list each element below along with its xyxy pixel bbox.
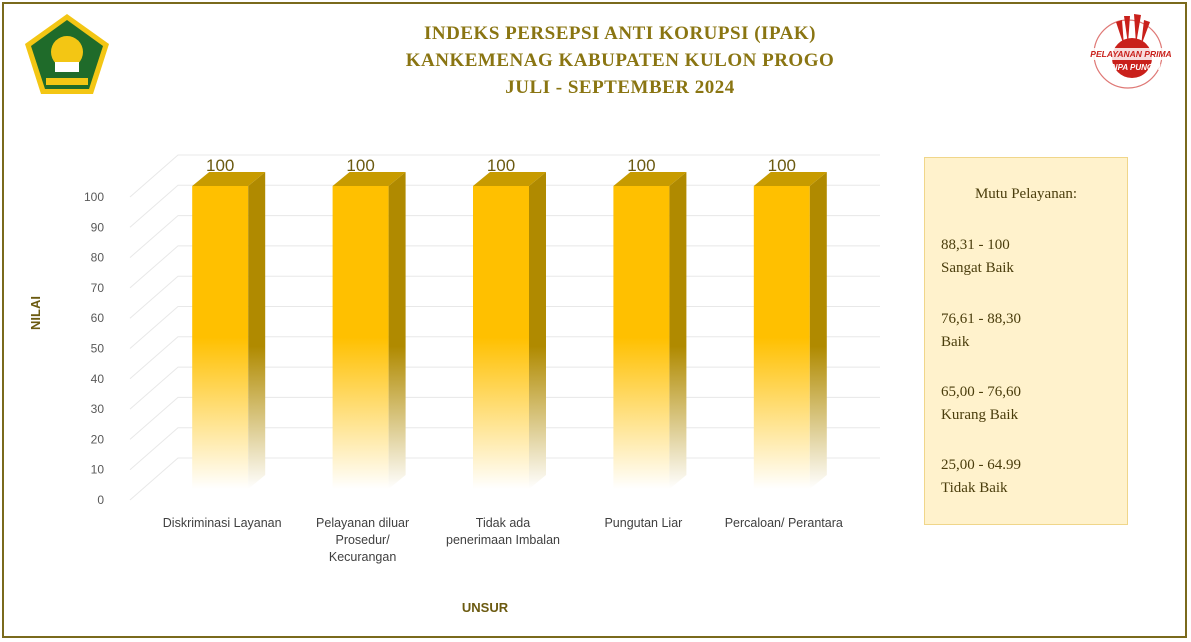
data-label: 100 bbox=[206, 156, 234, 175]
y-tick-label: 0 bbox=[97, 493, 104, 507]
y-tick-label: 100 bbox=[84, 190, 104, 204]
y-axis-title: NILAI bbox=[28, 296, 43, 330]
legend-range: 65,00 - 76,60 bbox=[941, 384, 1021, 400]
y-tick-label: 10 bbox=[91, 463, 105, 477]
bar bbox=[332, 186, 389, 489]
y-tick-label: 90 bbox=[91, 220, 105, 234]
bar-side bbox=[248, 172, 266, 489]
legend-item: 88,31 - 100 Sangat Baik bbox=[941, 234, 1014, 280]
bar-side bbox=[529, 172, 546, 489]
bar bbox=[473, 186, 529, 489]
category-label: penerimaan Imbalan bbox=[446, 533, 560, 547]
legend-range: 88,31 - 100 bbox=[941, 237, 1010, 253]
gridline bbox=[129, 154, 880, 198]
bar bbox=[192, 186, 249, 489]
y-tick-label: 60 bbox=[91, 311, 105, 325]
bar bbox=[753, 186, 810, 489]
data-label: 100 bbox=[487, 156, 515, 175]
legend-label: Kurang Baik bbox=[941, 407, 1019, 423]
logo-text-2: TANPA PUNGLI bbox=[1102, 63, 1161, 72]
legend-label: Baik bbox=[941, 334, 970, 350]
legend-range: 76,61 - 88,30 bbox=[941, 311, 1021, 327]
bar-top bbox=[332, 172, 406, 186]
bar-side bbox=[809, 172, 827, 489]
title-line-3: JULI - SEPTEMBER 2024 bbox=[505, 77, 735, 98]
y-tick-label: 70 bbox=[91, 281, 105, 295]
data-label: 100 bbox=[768, 156, 796, 175]
y-tick-label: 50 bbox=[91, 342, 105, 356]
y-tick-label: 40 bbox=[91, 372, 105, 386]
legend-label: Tidak Baik bbox=[941, 480, 1008, 496]
data-label: 100 bbox=[627, 156, 655, 175]
chart-title: INDEKS PERSEPSI ANTI KORUPSI (IPAK) KANK… bbox=[300, 20, 940, 101]
bar-top bbox=[192, 172, 266, 186]
category-label: Pungutan Liar bbox=[604, 516, 682, 530]
bar bbox=[613, 186, 670, 489]
legend-item: 76,61 - 88,30 Baik bbox=[941, 308, 1021, 354]
category-label: Prosedur/ bbox=[335, 533, 390, 547]
logo-text-1: PELAYANAN PRIMA bbox=[1090, 49, 1171, 59]
legend-item: 25,00 - 64.99 Tidak Baik bbox=[941, 454, 1021, 500]
category-label: Pelayanan diluar bbox=[316, 516, 409, 530]
bar-chart: 0 10 20 30 40 50 60 70 80 90 100 100 Diskriminasi La… bbox=[84, 154, 880, 564]
title-line-1: INDEKS PERSEPSI ANTI KORUPSI (IPAK) bbox=[424, 23, 816, 44]
legend-label: Sangat Baik bbox=[941, 260, 1014, 276]
bar-top bbox=[753, 172, 827, 186]
y-tick-label: 80 bbox=[91, 251, 105, 265]
quality-legend: Mutu Pelayanan: 88,31 - 100 Sangat Baik … bbox=[924, 157, 1128, 525]
bar-side bbox=[669, 172, 687, 489]
legend-item: 65,00 - 76,60 Kurang Baik bbox=[941, 381, 1021, 427]
legend-heading: Mutu Pelayanan: bbox=[974, 186, 1078, 202]
title-line-2: KANKEMENAG KABUPATEN KULON PROGO bbox=[405, 50, 835, 71]
pelayanan-prima-logo: PELAYANAN PRIMA TANPA PUNGLI bbox=[1088, 14, 1174, 89]
kemenag-logo bbox=[25, 14, 109, 94]
y-tick-label: 20 bbox=[91, 432, 105, 446]
bar-side bbox=[388, 172, 406, 489]
category-label: Kecurangan bbox=[329, 550, 396, 564]
y-tick-label: 30 bbox=[91, 402, 105, 416]
legend-range: 25,00 - 64.99 bbox=[941, 457, 1021, 473]
category-label: Percaloan/ Perantara bbox=[725, 516, 843, 530]
data-label: 100 bbox=[346, 156, 374, 175]
category-label: Tidak ada bbox=[476, 516, 530, 530]
x-axis-title: UNSUR bbox=[461, 600, 509, 615]
bar-top bbox=[613, 172, 687, 186]
category-label: Diskriminasi Layanan bbox=[163, 516, 282, 530]
bar-top bbox=[473, 172, 546, 186]
